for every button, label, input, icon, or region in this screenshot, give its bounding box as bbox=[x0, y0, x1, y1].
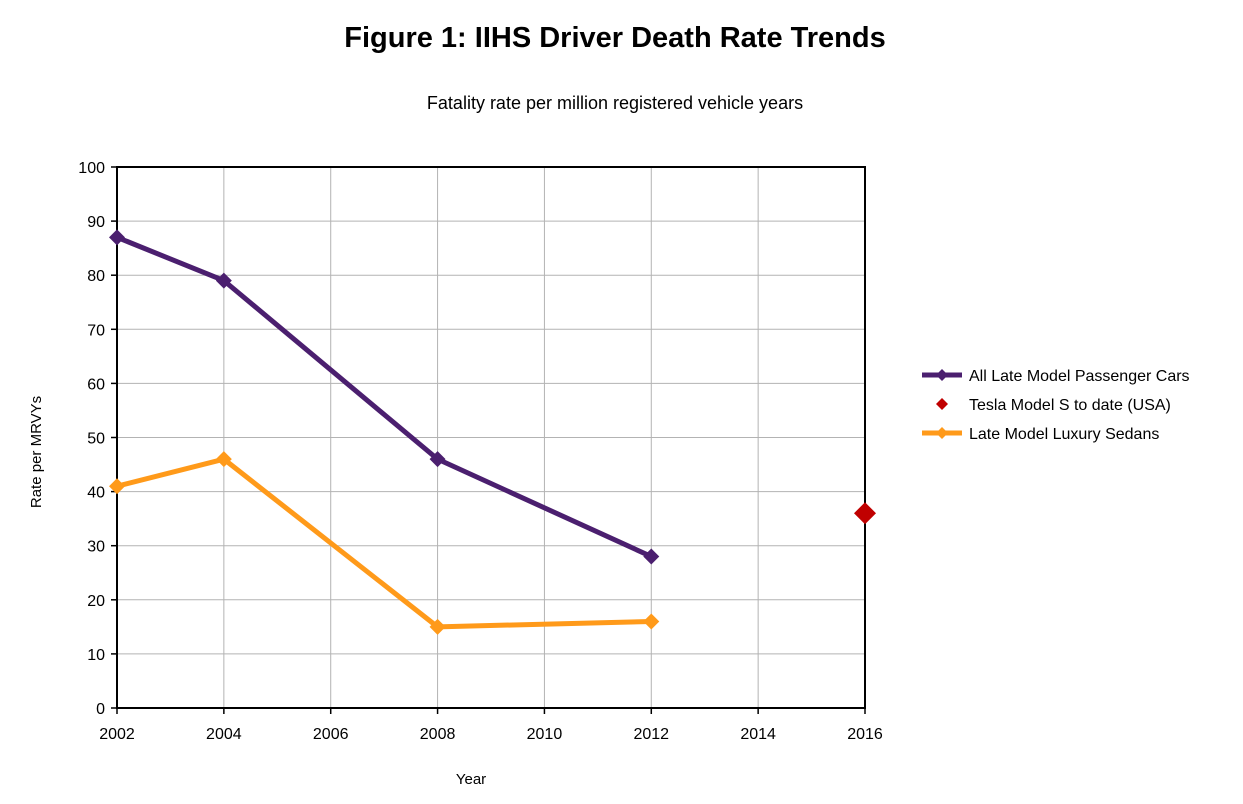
legend: All Late Model Passenger Cars Tesla Model… bbox=[922, 368, 1190, 443]
series-layer bbox=[109, 229, 876, 635]
series-line bbox=[116, 235, 653, 559]
x-axis-label: Year bbox=[456, 771, 486, 788]
x-tick-label: 2004 bbox=[206, 726, 242, 743]
axis-ticks: 0 10 20 30 40 50 60 70 80 90 100 2002 2004 2006 2008 20… bbox=[78, 160, 883, 743]
x-tick-label: 2010 bbox=[527, 726, 563, 743]
y-tick-label: 40 bbox=[87, 485, 105, 502]
data-point bbox=[109, 478, 125, 495]
data-point bbox=[429, 618, 446, 635]
data-point bbox=[854, 502, 876, 525]
x-tick-label: 2016 bbox=[847, 726, 883, 743]
legend-label: Late Model Luxury Sedans bbox=[969, 426, 1159, 443]
data-point bbox=[643, 548, 660, 565]
data-point bbox=[215, 451, 232, 468]
x-tick-label: 2002 bbox=[99, 726, 135, 743]
y-tick-label: 90 bbox=[87, 214, 105, 231]
chart-title: Figure 1: IIHS Driver Death Rate Trends bbox=[344, 22, 886, 54]
y-tick-label: 80 bbox=[87, 268, 105, 285]
y-tick-label: 20 bbox=[87, 593, 105, 610]
series-1 bbox=[109, 229, 660, 565]
y-tick-label: 50 bbox=[87, 431, 105, 448]
data-point bbox=[429, 451, 446, 468]
y-axis-label: Rate per MRVYs bbox=[28, 396, 45, 508]
series-2 bbox=[854, 502, 876, 525]
series-3 bbox=[109, 451, 660, 635]
x-tick-label: 2006 bbox=[313, 726, 349, 743]
series-line bbox=[116, 456, 652, 630]
data-point bbox=[109, 229, 125, 246]
y-tick-label: 30 bbox=[87, 539, 105, 556]
legend-entry: Late Model Luxury Sedans bbox=[922, 426, 1159, 443]
x-tick-label: 2008 bbox=[420, 726, 456, 743]
y-tick-label: 70 bbox=[87, 322, 105, 339]
legend-marker bbox=[936, 369, 948, 381]
chart-subtitle: Fatality rate per million registered veh… bbox=[426, 93, 804, 113]
data-point bbox=[643, 613, 660, 630]
legend-entry: All Late Model Passenger Cars bbox=[922, 368, 1190, 385]
data-point bbox=[215, 272, 232, 289]
legend-marker bbox=[936, 427, 948, 439]
x-tick-label: 2012 bbox=[633, 726, 669, 743]
y-tick-label: 60 bbox=[87, 376, 105, 393]
y-tick-label: 0 bbox=[96, 701, 105, 718]
legend-label: All Late Model Passenger Cars bbox=[969, 368, 1190, 385]
legend-entry: Tesla Model S to date (USA) bbox=[936, 397, 1171, 414]
legend-label: Tesla Model S to date (USA) bbox=[969, 397, 1171, 414]
legend-marker bbox=[936, 398, 948, 410]
y-tick-label: 100 bbox=[78, 160, 105, 177]
y-tick-label: 10 bbox=[87, 647, 105, 664]
x-tick-label: 2014 bbox=[740, 726, 776, 743]
